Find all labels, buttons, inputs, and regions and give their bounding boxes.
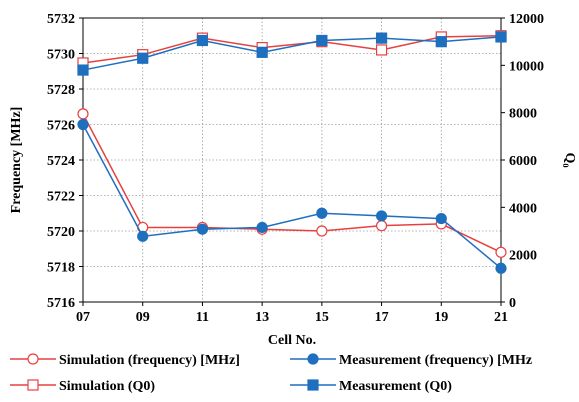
series-4-point: [196, 34, 209, 47]
x-tick-label: 15: [315, 310, 329, 325]
series-4-point: [435, 36, 447, 48]
x-tick-label: 11: [196, 310, 209, 325]
y-left-tick-label: 5720: [47, 225, 75, 240]
y-left-tick-label: 5730: [47, 48, 75, 63]
y-right-tick-label: 4000: [509, 201, 537, 216]
y-left-tick-label: 5716: [47, 296, 75, 311]
legend-label: Simulation (frequency) [MHz]: [59, 353, 240, 368]
y-right-tick-label: 10000: [509, 59, 544, 74]
series-3-point: [375, 44, 388, 56]
series-2-point: [495, 262, 507, 274]
y-right-axis-title: Q₀: [562, 152, 577, 167]
series-2-point: [77, 118, 89, 131]
series-2-point: [137, 230, 149, 242]
y-left-tick-label: 5724: [47, 154, 75, 169]
series-line-4: [82, 36, 502, 71]
y-right-tick-label: 2000: [509, 249, 537, 264]
series-2-point: [256, 221, 268, 234]
legend-label: Measurement (frequency) [MHz: [339, 353, 532, 368]
x-tick-label: 19: [434, 310, 448, 325]
series-4-point: [256, 46, 268, 58]
y-left-tick-label: 5732: [47, 12, 75, 27]
series-line-3: [82, 35, 502, 64]
x-tick-label: 07: [76, 310, 90, 325]
y-right-tick-label: 0: [509, 296, 516, 311]
series-1-point: [375, 220, 388, 232]
series-2-point: [435, 212, 447, 225]
series-2-point: [196, 223, 209, 235]
series-line-1: [82, 113, 502, 253]
plot-area: [83, 18, 501, 302]
x-axis-title: Cell No.: [268, 333, 316, 348]
legend-marker: [27, 379, 39, 391]
y-right-tick-label: 6000: [509, 154, 537, 169]
series-2-point: [316, 207, 328, 219]
legend-marker: [27, 353, 39, 365]
x-tick-label: 09: [136, 310, 150, 325]
series-line-2: [82, 124, 502, 269]
series-4-point: [375, 32, 388, 44]
legend-marker: [307, 353, 319, 365]
legend-label: Measurement (Q0): [339, 379, 452, 394]
series-2-point: [375, 210, 388, 222]
series-4-point: [77, 64, 89, 76]
y-right-tick-label: 12000: [509, 12, 544, 27]
series-1-point: [77, 108, 89, 120]
series-4-point: [137, 52, 149, 64]
series-4-point: [316, 34, 328, 47]
x-tick-label: 13: [255, 310, 269, 325]
y-right-tick-label: 8000: [509, 107, 537, 122]
x-tick-label: 21: [494, 310, 508, 325]
y-left-tick-label: 5722: [47, 190, 75, 205]
series-1-point: [495, 246, 507, 258]
x-tick-label: 17: [375, 310, 389, 325]
legend-label: Simulation (Q0): [59, 379, 155, 394]
y-left-tick-label: 5728: [47, 83, 75, 98]
y-left-tick-label: 5718: [47, 261, 75, 276]
y-left-tick-label: 5726: [47, 119, 75, 134]
y-left-axis-title: Frequency [MHz]: [9, 107, 24, 214]
series-4-point: [495, 31, 507, 43]
legend-marker: [307, 379, 319, 391]
series-1-point: [316, 225, 328, 237]
